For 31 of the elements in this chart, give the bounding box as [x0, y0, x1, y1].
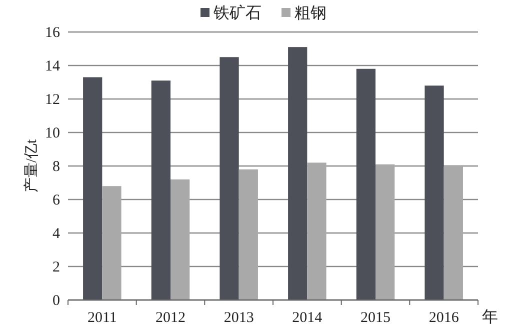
- bar: [102, 186, 122, 300]
- y-tick-label: 8: [52, 159, 60, 175]
- y-tick-label: 12: [45, 92, 60, 108]
- legend-label: 铁矿石: [212, 4, 262, 22]
- x-tick-label: 2016: [428, 310, 460, 326]
- y-axis-title: 产量/亿t: [23, 138, 40, 193]
- y-tick-label: 4: [52, 226, 60, 242]
- bar: [288, 47, 308, 300]
- y-tick-label: 2: [52, 260, 60, 276]
- x-tick-label: 2013: [224, 310, 254, 326]
- y-tick-label: 10: [45, 126, 60, 142]
- y-tick-label: 0: [52, 293, 60, 309]
- x-tick-label: 2011: [87, 310, 117, 326]
- y-tick-label: 14: [45, 58, 60, 74]
- bar: [170, 179, 190, 300]
- y-tick-label: 16: [45, 25, 60, 41]
- bar: [220, 57, 239, 300]
- bar: [424, 86, 444, 300]
- bar: [307, 162, 326, 300]
- x-tick-label: 2012: [156, 310, 186, 326]
- bar: [83, 77, 102, 300]
- x-tick-label: 2015: [360, 310, 390, 326]
- x-tick-label: 2014: [292, 310, 323, 326]
- bar: [376, 164, 395, 300]
- y-tick-label: 6: [52, 192, 60, 208]
- bar: [151, 80, 170, 300]
- bar: [444, 166, 463, 300]
- bar: [356, 68, 376, 300]
- bar: [238, 169, 258, 300]
- legend-label: 粗钢: [294, 5, 326, 22]
- x-axis-title: 年: [482, 309, 498, 326]
